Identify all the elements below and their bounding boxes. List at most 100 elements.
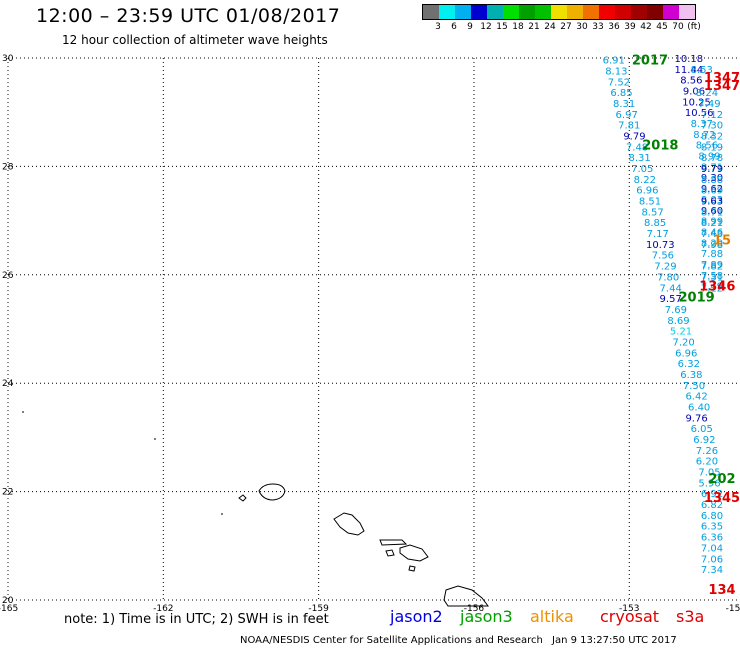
legend-swatch — [519, 5, 535, 19]
wave-height-label: 7.81 — [618, 121, 640, 132]
legend-labels: 3 6 9 12 15 18 21 24 27 30 33 36 39 42 45 70 (ft) — [422, 20, 701, 34]
wave-height-label: 7.29 — [654, 262, 676, 273]
wave-height-label: 8.21 — [701, 218, 723, 229]
wave-height-label: 6.97 — [616, 110, 638, 121]
legend-tick-label: 42 — [640, 22, 652, 32]
track-time-label: 1347 — [704, 79, 740, 94]
wave-height-label: 7.44 — [660, 283, 682, 294]
wave-height-label: 6.91 — [603, 56, 625, 67]
wave-height-label: 6.96 — [675, 348, 697, 359]
wave-height-label: 6.80 — [701, 511, 723, 522]
island-niihau-small — [238, 494, 247, 502]
track-time-label: 1345 — [704, 491, 740, 506]
wave-height-label: 8.24 — [696, 88, 718, 99]
page-subtitle: 12 hour collection of altimeter wave hei… — [62, 33, 328, 47]
legend-swatch — [567, 5, 583, 19]
island-hawaii — [443, 585, 489, 607]
island-oahu — [333, 512, 365, 536]
wave-height-label: 8.19 — [701, 142, 723, 153]
wave-height-label: 8.53 — [691, 65, 713, 76]
legend-swatch — [631, 5, 647, 19]
legend-tick-label: 30 — [576, 22, 588, 32]
wave-height-label: 9.63 — [701, 197, 723, 208]
wave-height-label: 8.78 — [701, 153, 723, 164]
legend-swatch — [455, 5, 471, 19]
wave-height-label: 8.69 — [667, 316, 689, 327]
legend-tick-label: 6 — [451, 22, 457, 32]
island-kahoolawe — [408, 565, 416, 572]
wave-height-label: 7.05 — [698, 468, 720, 479]
latitude-tick-label: 30 — [2, 54, 14, 64]
island-maui — [399, 544, 429, 562]
wave-height-label: 8.99 — [698, 152, 720, 163]
latitude-tick-label: 22 — [2, 488, 13, 498]
legend-swatch — [439, 5, 455, 19]
legend-tick-label: 15 — [496, 22, 508, 32]
wave-height-label: 7.89 — [701, 260, 723, 271]
legend-tick-label: 3 — [435, 22, 441, 32]
legend-tick-label: 27 — [560, 22, 572, 32]
wave-height-label: 6.20 — [696, 457, 718, 468]
latitude-tick-label: 28 — [2, 162, 14, 172]
wave-height-label: 9.30 — [701, 173, 723, 184]
color-legend: 3 6 9 12 15 18 21 24 27 30 33 36 39 42 45 70 (ft) — [422, 4, 701, 34]
page-title: 12:00 – 23:59 UTC 01/08/2017 — [36, 5, 341, 27]
wave-height-label: 8.69 — [701, 186, 723, 197]
wave-height-label: 8.03 — [701, 195, 723, 206]
wave-height-label: 7.58 — [701, 271, 723, 282]
wave-height-label: 7.26 — [696, 446, 718, 457]
wave-height-label: 8.72 — [693, 130, 715, 141]
longitude-tick-label: -15 — [726, 604, 740, 614]
wave-height-label: 6.35 — [701, 522, 723, 533]
legend-swatch — [551, 5, 567, 19]
longitude-tick-label: -159 — [308, 604, 329, 614]
wave-height-label: 7.80 — [657, 272, 679, 283]
longitude-tick-label: -162 — [153, 604, 173, 614]
satellite-cryosat-label: cryosat — [600, 607, 660, 626]
wave-height-label: 7.34 — [701, 565, 723, 576]
wave-height-label: 6.92 — [693, 435, 715, 446]
track-time-label: 15 — [713, 234, 731, 249]
track-time-label: 1347 — [704, 71, 740, 86]
wave-height-label: 6.96 — [636, 186, 658, 197]
track-time-label: 202 — [708, 472, 735, 487]
graticule — [7, 57, 738, 601]
wave-height-label: 9.79 — [701, 164, 723, 175]
satellite-altika-label: altika — [530, 607, 574, 626]
wave-height-label: 7.52 — [608, 77, 630, 88]
legend-swatch — [471, 5, 487, 19]
wave-height-label: 8.46 — [701, 227, 723, 238]
satellite-tracks: 6.918.137.526.858.316.977.819.797.488.31… — [603, 54, 740, 599]
legend-swatch — [647, 5, 663, 19]
wave-height-label: 6.82 — [701, 500, 723, 511]
track-time-label: 2017 — [632, 54, 668, 69]
wave-height-label: 6.32 — [678, 359, 700, 370]
legend-swatch — [583, 5, 599, 19]
wave-height-label: 7.20 — [673, 337, 695, 348]
track-time-label: 2018 — [642, 139, 678, 154]
wave-height-label: 7.50 — [683, 381, 705, 392]
island-kauai — [258, 483, 286, 501]
wave-height-label: 7.05 — [631, 164, 653, 175]
legend-swatch — [487, 5, 503, 19]
legend-tick-label: 12 — [480, 22, 492, 32]
wave-height-label: 7.88 — [701, 249, 723, 260]
legend-tick-label: 45 — [656, 22, 668, 32]
wave-height-label: 7.06 — [701, 554, 723, 565]
wave-height-label: 8.85 — [644, 218, 666, 229]
wave-height-label: 9.76 — [685, 413, 707, 424]
wave-height-label: 5.21 — [670, 327, 692, 338]
wave-height-label: 7.49 — [701, 282, 723, 293]
wave-height-label: 10.25 — [682, 97, 711, 108]
satellite-jason2-label: jason2 — [390, 607, 443, 626]
legend-swatch — [423, 5, 439, 19]
legend-tick-label: (ft) — [687, 22, 701, 32]
wave-height-label: 8.56 — [680, 76, 702, 87]
coastline — [22, 411, 489, 607]
legend-swatch — [503, 5, 519, 19]
legend-tick-label: 9 — [467, 22, 473, 32]
wave-height-label: 8.99 — [701, 217, 723, 228]
wave-height-label: 8.71 — [701, 207, 723, 218]
wave-height-label: 8.31 — [613, 99, 635, 110]
